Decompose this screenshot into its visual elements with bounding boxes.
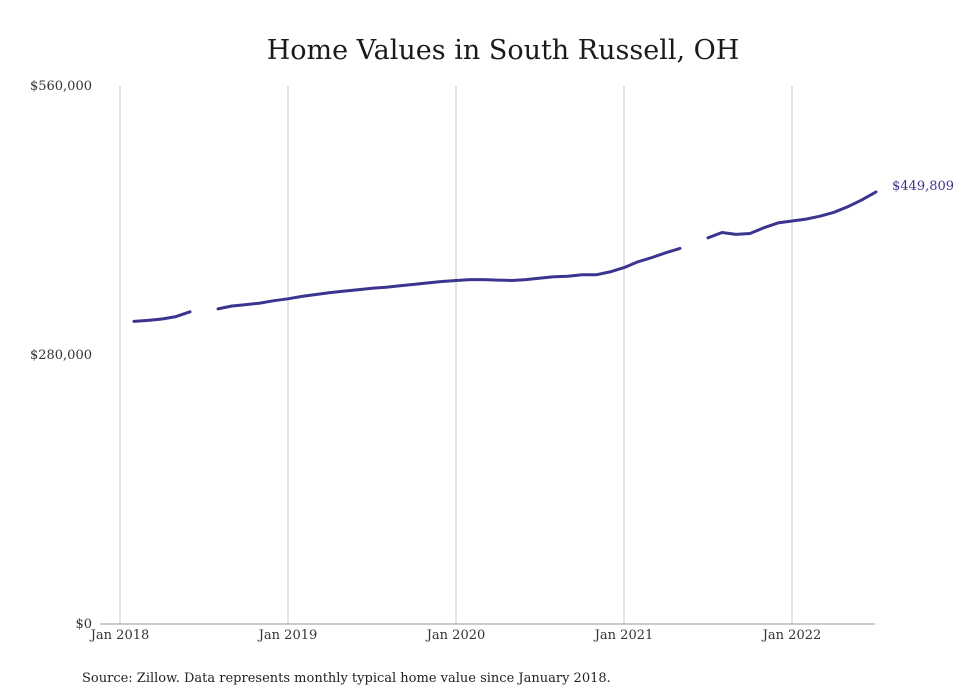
x-tick-label: Jan 2018 [89,628,150,643]
x-tick-label: Jan 2022 [761,628,822,643]
y-tick-label: $0 [75,617,92,632]
x-tick-label: Jan 2020 [425,628,486,643]
grid-lines [119,86,793,624]
series-end-label: $449,809 [892,179,954,194]
x-tick-labels: Jan 2018 Jan 2019 Jan 2020 Jan 2021 Jan 2022 [89,628,822,643]
series-line-segment [216,246,682,311]
y-tick-label: $560,000 [30,79,92,94]
y-tick-labels: $560,000 $280,000 $0 [30,79,92,632]
x-tick-label: Jan 2021 [593,628,654,643]
series-line-segment [706,190,878,240]
y-tick-label: $280,000 [30,348,92,363]
series-line-segment [132,310,192,323]
chart-title: Home Values in South Russell, OH [267,35,740,66]
x-tick-label: Jan 2019 [257,628,318,643]
source-note: Source: Zillow. Data represents monthly … [82,671,611,686]
series-line [132,190,878,323]
